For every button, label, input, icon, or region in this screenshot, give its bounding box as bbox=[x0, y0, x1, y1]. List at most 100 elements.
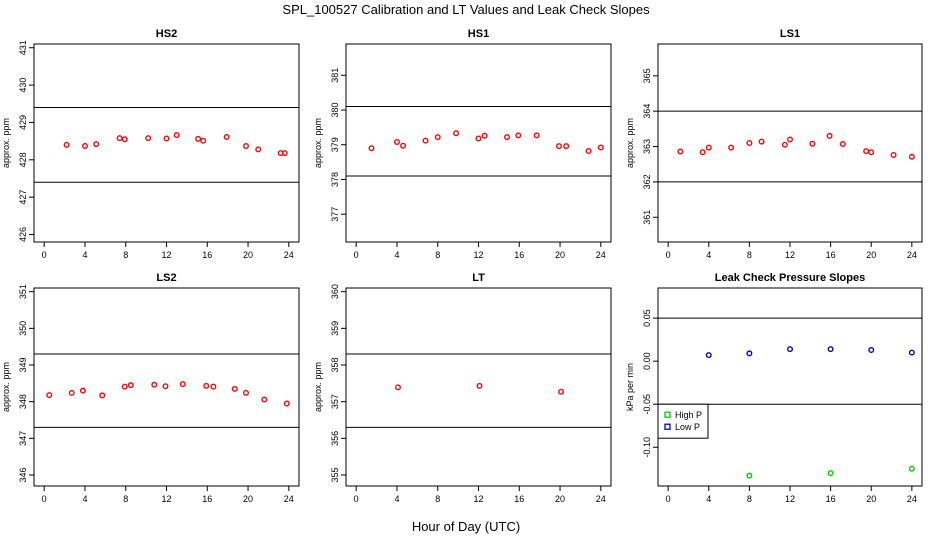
x-tick-label: 12 bbox=[473, 250, 483, 260]
y-tick-label: 381 bbox=[330, 68, 340, 83]
y-tick-label: 430 bbox=[18, 78, 28, 93]
data-point bbox=[476, 382, 483, 389]
y-axis-label: approx. ppm bbox=[313, 118, 323, 168]
data-point bbox=[556, 143, 563, 150]
y-tick-label: 358 bbox=[330, 357, 340, 372]
x-tick-label: 24 bbox=[907, 250, 917, 260]
data-point bbox=[908, 349, 915, 356]
y-tick-label: 426 bbox=[18, 227, 28, 242]
data-point bbox=[121, 136, 128, 143]
data-point bbox=[116, 135, 123, 142]
data-point bbox=[746, 139, 753, 146]
x-tick-label: 20 bbox=[243, 494, 253, 504]
x-tick-label: 0 bbox=[42, 494, 47, 504]
x-tick-label: 24 bbox=[284, 494, 294, 504]
y-tick-label: 349 bbox=[18, 357, 28, 372]
x-tick-label: 16 bbox=[514, 494, 524, 504]
data-point bbox=[200, 137, 207, 144]
data-point bbox=[81, 142, 88, 149]
panel-3: LS2 approx. ppm 0 4 8 12 16 20 24 346 347 348 349 350… bbox=[1, 272, 300, 504]
y-tick-label: 355 bbox=[330, 467, 340, 482]
data-point bbox=[781, 141, 788, 148]
x-tick-label: 4 bbox=[394, 250, 399, 260]
data-point bbox=[210, 383, 217, 390]
data-point bbox=[890, 152, 897, 159]
x-tick-label: 20 bbox=[866, 250, 876, 260]
x-tick-label: 4 bbox=[706, 250, 711, 260]
y-tick-label: 348 bbox=[18, 394, 28, 409]
panel-title: LS2 bbox=[156, 272, 176, 284]
data-point bbox=[195, 135, 202, 142]
x-tick-label: 24 bbox=[284, 250, 294, 260]
data-point bbox=[826, 132, 833, 139]
x-tick-label: 16 bbox=[826, 494, 836, 504]
data-point bbox=[908, 465, 915, 472]
y-tick-label: 0.05 bbox=[642, 309, 652, 327]
data-point bbox=[504, 134, 511, 141]
data-point bbox=[705, 352, 712, 359]
y-tick-label: 357 bbox=[330, 394, 340, 409]
data-point bbox=[787, 346, 794, 353]
data-point bbox=[127, 382, 134, 389]
legend-label: Low P bbox=[675, 422, 700, 432]
y-tick-label: 361 bbox=[642, 210, 652, 225]
data-point bbox=[394, 384, 401, 391]
data-point bbox=[242, 389, 249, 396]
legend-box bbox=[657, 403, 709, 439]
y-tick-label: 360 bbox=[330, 284, 340, 299]
data-point bbox=[839, 141, 846, 148]
data-point bbox=[827, 346, 834, 353]
x-tick-label: 4 bbox=[82, 494, 87, 504]
x-tick-label: 0 bbox=[354, 250, 359, 260]
panel-title: LT bbox=[472, 272, 485, 284]
x-tick-label: 12 bbox=[473, 494, 483, 504]
data-point bbox=[868, 346, 875, 353]
x-tick-label: 8 bbox=[435, 494, 440, 504]
y-axis-label: approx. ppm bbox=[1, 118, 11, 168]
x-tick-label: 20 bbox=[243, 250, 253, 260]
y-tick-label: 431 bbox=[18, 40, 28, 55]
y-tick-label: 380 bbox=[330, 102, 340, 117]
x-tick-label: 12 bbox=[161, 250, 171, 260]
panel-1: HS1 approx. ppm 0 4 8 12 16 20 24 377 378 379 380 381 bbox=[313, 28, 612, 260]
data-point bbox=[597, 144, 604, 151]
x-tick-label: 16 bbox=[826, 250, 836, 260]
x-tick-label: 0 bbox=[42, 250, 47, 260]
data-point bbox=[231, 385, 238, 392]
plot-frame bbox=[33, 287, 300, 487]
data-point bbox=[728, 144, 735, 151]
data-point bbox=[699, 149, 706, 156]
x-tick-label: 24 bbox=[596, 250, 606, 260]
data-point bbox=[868, 149, 875, 156]
data-point bbox=[908, 153, 915, 160]
x-tick-label: 8 bbox=[747, 250, 752, 260]
x-tick-label: 16 bbox=[514, 250, 524, 260]
x-tick-label: 8 bbox=[123, 494, 128, 504]
x-tick-label: 0 bbox=[666, 494, 671, 504]
panel-5: Leak Check Pressure Slopes kPa per min 0 4 8… bbox=[625, 272, 923, 504]
y-tick-label: 379 bbox=[330, 137, 340, 152]
y-axis-label: approx. ppm bbox=[313, 362, 323, 412]
x-tick-label: 20 bbox=[555, 250, 565, 260]
x-tick-label: 12 bbox=[161, 494, 171, 504]
data-point bbox=[151, 381, 158, 388]
data-point bbox=[281, 150, 288, 157]
x-tick-label: 4 bbox=[706, 494, 711, 504]
plot-frame bbox=[33, 43, 300, 243]
panel-2: LS1 approx. ppm 0 4 8 12 16 20 24 361 362 363 364 365 bbox=[625, 28, 923, 260]
y-tick-label: 0.00 bbox=[642, 352, 652, 370]
data-point bbox=[515, 132, 522, 139]
data-point bbox=[827, 470, 834, 477]
panel-title: Leak Check Pressure Slopes bbox=[715, 272, 865, 284]
x-tick-label: 24 bbox=[596, 494, 606, 504]
x-tick-label: 4 bbox=[82, 250, 87, 260]
y-tick-label: -0.05 bbox=[642, 394, 652, 415]
data-point bbox=[145, 135, 152, 142]
data-point bbox=[261, 396, 268, 403]
y-tick-label: 429 bbox=[18, 115, 28, 130]
y-tick-label: 363 bbox=[642, 139, 652, 154]
data-point bbox=[203, 382, 210, 389]
x-tick-label: 0 bbox=[354, 494, 359, 504]
